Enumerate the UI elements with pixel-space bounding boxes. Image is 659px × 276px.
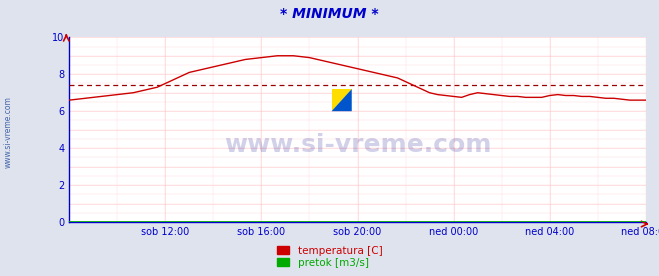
Polygon shape <box>331 89 352 111</box>
Legend: temperatura [C], pretok [m3/s]: temperatura [C], pretok [m3/s] <box>273 242 386 271</box>
Text: * MINIMUM *: * MINIMUM * <box>280 7 379 21</box>
Text: www.si-vreme.com: www.si-vreme.com <box>3 97 13 168</box>
Text: www.si-vreme.com: www.si-vreme.com <box>224 132 491 156</box>
Polygon shape <box>331 89 352 111</box>
